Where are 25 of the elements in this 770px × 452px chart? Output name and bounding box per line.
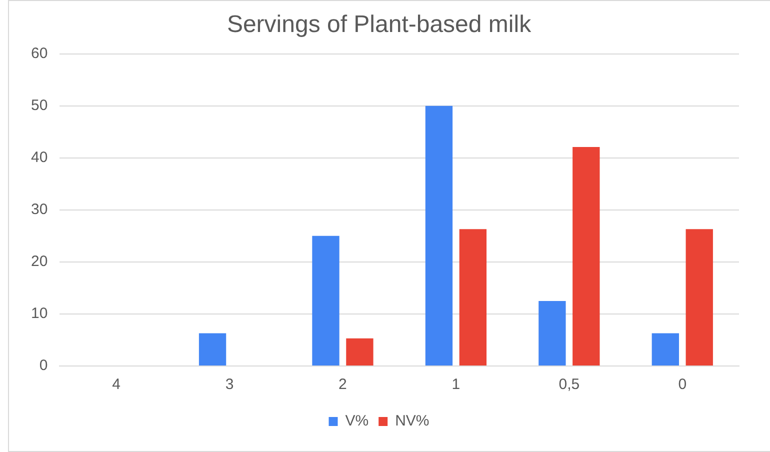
x-tick-label: 4 [112, 376, 120, 394]
y-tick-label: 10 [30, 305, 48, 322]
x-tick-label: 0 [678, 376, 687, 394]
bar [686, 229, 713, 366]
bar [198, 333, 226, 366]
x-tick-label: 3 [225, 376, 234, 394]
y-tick-label: 50 [30, 96, 48, 114]
bar [572, 146, 600, 366]
x-tick-label: 2 [338, 376, 347, 394]
bar [312, 236, 340, 366]
x-tick-label: 0,5 [558, 376, 580, 394]
bar [346, 338, 374, 366]
y-tick-label: 0 [39, 357, 48, 374]
bar [652, 333, 679, 366]
legend-label: V% [345, 412, 369, 430]
bar [538, 300, 566, 366]
y-tick-label: 60 [30, 44, 48, 62]
legend-label: NV% [395, 412, 430, 430]
bar [459, 229, 487, 366]
y-tick-label: 40 [30, 149, 48, 166]
bar [425, 106, 453, 366]
y-tick-label: 30 [30, 201, 48, 218]
x-tick-label: 1 [452, 376, 460, 394]
chart-title: Servings of Plant-based milk [226, 11, 532, 38]
y-tick-label: 20 [30, 253, 48, 270]
